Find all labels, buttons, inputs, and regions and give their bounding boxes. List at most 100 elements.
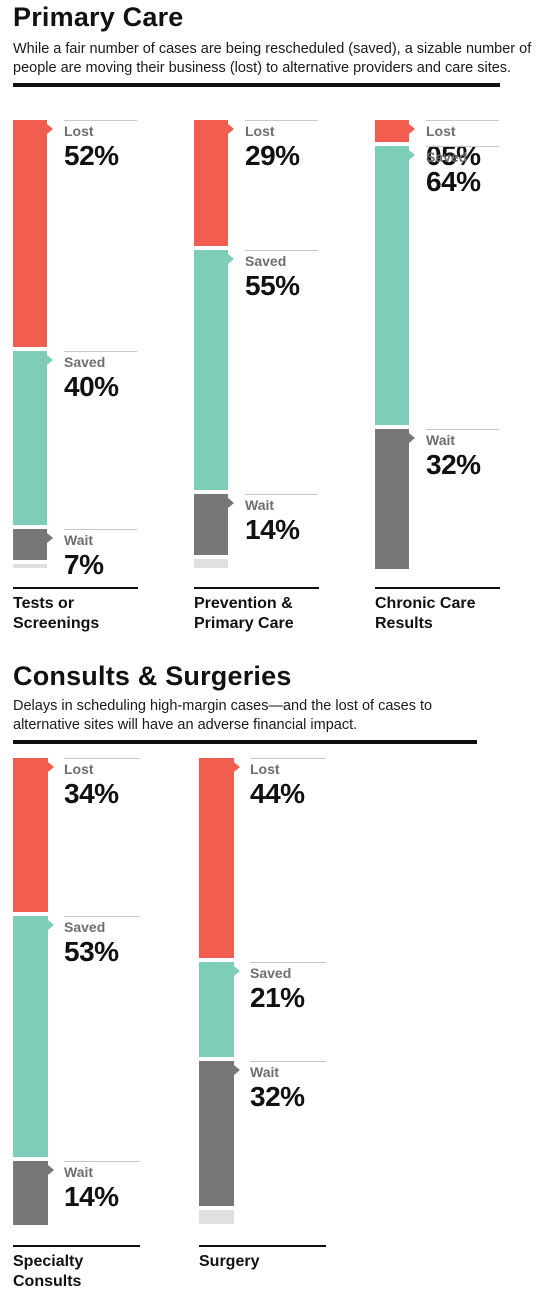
column-name-rule	[375, 587, 500, 589]
wait-label: Wait	[245, 497, 275, 513]
column-name: Surgery	[199, 1252, 259, 1272]
lost-leader-line	[64, 758, 140, 759]
saved-leader-line	[64, 916, 140, 917]
saved-value: 21%	[250, 982, 305, 1013]
column-name-rule	[13, 587, 138, 589]
bar-segment-remainder	[199, 1210, 234, 1224]
wait-leader-line	[64, 1161, 140, 1162]
saved-pointer-icon	[48, 920, 54, 930]
wait-leader-line	[250, 1061, 326, 1062]
bar-segment-wait	[375, 429, 409, 569]
wait-pointer-icon	[228, 498, 234, 508]
lost-label: Lost	[250, 761, 280, 777]
wait-value: 14%	[64, 1181, 119, 1212]
section-subtitle-primary-care: While a fair number of cases are being r…	[13, 41, 532, 76]
lost-leader-line	[245, 120, 318, 121]
wait-value: 32%	[426, 449, 481, 480]
bar-segment-lost	[199, 758, 234, 958]
column-name: Specialty Consults	[13, 1252, 83, 1292]
saved-label: Saved	[64, 354, 106, 370]
wait-leader-line	[64, 529, 137, 530]
bar-segment-wait	[13, 529, 47, 560]
bar-segment-remainder	[194, 559, 228, 568]
bar-segment-wait	[194, 494, 228, 555]
wait-value: 32%	[250, 1081, 305, 1112]
column-name: Tests or Screenings	[13, 594, 99, 634]
wait-value: 7%	[64, 549, 104, 580]
bar-segment-remainder	[13, 564, 47, 568]
bar-segment-saved	[199, 962, 234, 1057]
lost-value: 05%	[426, 140, 481, 171]
wait-label: Wait	[250, 1064, 280, 1080]
wait-leader-line	[426, 429, 499, 430]
column-name-line: Specialty	[13, 1253, 84, 1270]
bar-segment-wait	[199, 1061, 234, 1206]
column-name: Chronic Care Results	[375, 594, 475, 634]
lost-label: Lost	[64, 761, 94, 777]
bar-segment-saved	[13, 351, 47, 525]
lost-pointer-icon	[409, 124, 415, 134]
lost-value: 29%	[245, 140, 300, 171]
wait-pointer-icon	[234, 1065, 240, 1075]
column-name-line: Tests or	[13, 595, 75, 612]
saved-label: Saved	[64, 919, 106, 935]
wait-value: 14%	[245, 514, 300, 545]
saved-pointer-icon	[47, 355, 53, 365]
bar-segment-saved	[375, 146, 409, 425]
lost-pointer-icon	[48, 762, 54, 772]
column-specialty-consults: Lost 34% Saved 53% Wait 14%	[13, 758, 175, 1225]
bar-segment-wait	[13, 1161, 48, 1225]
saved-value: 53%	[64, 936, 119, 967]
lost-pointer-icon	[47, 124, 53, 134]
wait-leader-line	[245, 494, 318, 495]
wait-pointer-icon	[409, 433, 415, 443]
column-name-line: Chronic Care	[375, 595, 476, 612]
column-name-rule	[199, 1245, 326, 1247]
bar-segment-lost	[194, 120, 228, 246]
section-title-primary-care: Primary Care	[13, 2, 184, 32]
lost-value: 34%	[64, 778, 119, 809]
column-prevention-primary-care: Lost 29% Saved 55% Wait 14%	[194, 120, 352, 568]
lost-leader-line	[64, 120, 137, 121]
lost-label: Lost	[426, 123, 456, 139]
wait-pointer-icon	[48, 1165, 54, 1175]
lost-value: 44%	[250, 778, 305, 809]
wait-pointer-icon	[47, 533, 53, 543]
column-name-line: Surgery	[199, 1253, 260, 1270]
saved-pointer-icon	[234, 966, 240, 976]
section-divider-primary-care	[13, 83, 500, 87]
lost-leader-line	[426, 120, 499, 121]
section-subtitle-consults-surgeries: Delays in scheduling high-margin cases—a…	[13, 698, 433, 733]
column-name-line: Consults	[13, 1273, 82, 1290]
column-chronic-care-results: Lost 05% Saved 64% Wait 32%	[375, 120, 533, 569]
saved-leader-line	[426, 146, 499, 147]
wait-label: Wait	[426, 432, 456, 448]
column-name-rule	[13, 1245, 140, 1247]
bar-segment-lost	[13, 758, 48, 912]
bar-segment-lost	[375, 120, 409, 142]
column-name-rule	[194, 587, 319, 589]
saved-label: Saved	[250, 965, 292, 981]
column-name: Prevention & Primary Care	[194, 594, 294, 634]
lost-pointer-icon	[228, 124, 234, 134]
column-surgery: Lost 44% Saved 21% Wait 32%	[199, 758, 361, 1224]
section-title-consults-surgeries: Consults & Surgeries	[13, 661, 292, 691]
wait-label: Wait	[64, 1164, 94, 1180]
saved-pointer-icon	[409, 150, 415, 160]
column-tests-or-screenings: Lost 52% Saved 40% Wait 7%	[13, 120, 171, 580]
saved-leader-line	[64, 351, 137, 352]
lost-pointer-icon	[234, 762, 240, 772]
saved-leader-line	[250, 962, 326, 963]
saved-pointer-icon	[228, 254, 234, 264]
saved-value: 64%	[426, 166, 481, 197]
lost-leader-line	[250, 758, 326, 759]
saved-value: 55%	[245, 270, 300, 301]
bar-segment-lost	[13, 120, 47, 347]
saved-leader-line	[245, 250, 318, 251]
column-name-line: Primary Care	[194, 615, 294, 632]
column-name-line: Prevention &	[194, 595, 293, 612]
wait-label: Wait	[64, 532, 94, 548]
saved-value: 40%	[64, 371, 119, 402]
saved-label: Saved	[426, 149, 468, 165]
lost-label: Lost	[64, 123, 94, 139]
